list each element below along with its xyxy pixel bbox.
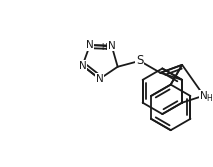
Text: N: N	[200, 91, 208, 101]
Text: N: N	[96, 74, 104, 84]
Text: N: N	[86, 40, 94, 50]
Text: N: N	[108, 41, 115, 51]
Text: H: H	[206, 94, 212, 103]
Text: H: H	[102, 43, 107, 52]
Text: N: N	[79, 60, 86, 70]
Text: S: S	[136, 54, 143, 67]
